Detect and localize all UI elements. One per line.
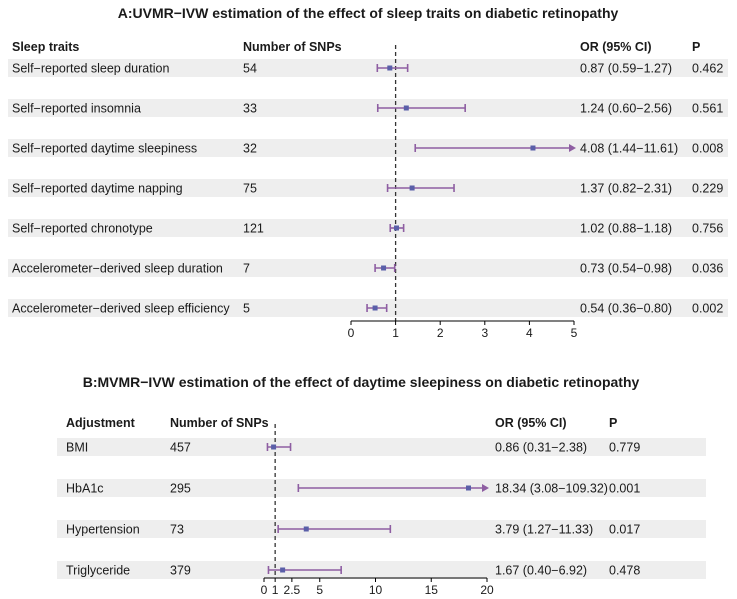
panel-title: B:MVMR−IVW estimation of the effect of d… (83, 374, 640, 390)
point-estimate (372, 305, 378, 311)
row-or-ci: 4.08 (1.44−11.61) (580, 142, 678, 156)
row-nsnp: 33 (243, 102, 257, 116)
point-estimate (381, 265, 387, 271)
point-estimate (271, 444, 277, 450)
row-label: Self−reported chronotype (12, 222, 153, 236)
column-header-label: Sleep traits (12, 40, 79, 54)
row-label: Self−reported insomnia (12, 102, 141, 116)
row-band (8, 99, 728, 117)
row-band (8, 219, 728, 237)
row-nsnp: 73 (170, 523, 184, 537)
x-axis-tick-label: 2.5 (284, 583, 301, 597)
x-axis-tick-label: 5 (316, 583, 323, 597)
point-estimate (387, 65, 393, 71)
row-band (8, 179, 728, 197)
row-or-ci: 0.87 (0.59−1.27) (580, 62, 672, 76)
row-or-ci: 0.86 (0.31−2.38) (495, 441, 587, 455)
row-p-value: 0.756 (692, 222, 723, 236)
x-axis-tick-label: 1 (392, 326, 399, 340)
x-axis-tick-label: 10 (369, 583, 383, 597)
row-or-ci: 0.54 (0.36−0.80) (580, 302, 672, 316)
panel-title: A:UVMR−IVW estimation of the effect of s… (118, 5, 619, 21)
row-nsnp: 457 (170, 441, 191, 455)
point-estimate (303, 526, 309, 532)
point-estimate (393, 225, 399, 231)
row-label: Hypertension (66, 523, 140, 537)
row-p-value: 0.008 (692, 142, 723, 156)
column-header-or: OR (95% CI) (580, 40, 652, 54)
row-or-ci: 1.24 (0.60−2.56) (580, 102, 672, 116)
row-label: Accelerometer−derived sleep duration (12, 262, 223, 276)
row-or-ci: 0.73 (0.54−0.98) (580, 262, 672, 276)
column-header-or: OR (95% CI) (495, 416, 567, 430)
row-nsnp: 32 (243, 142, 257, 156)
row-p-value: 0.779 (609, 441, 640, 455)
row-band (8, 259, 728, 277)
row-nsnp: 5 (243, 302, 250, 316)
x-axis-tick-label: 5 (571, 326, 578, 340)
row-nsnp: 75 (243, 182, 257, 196)
ci-arrow (569, 144, 576, 152)
row-label: BMI (66, 441, 88, 455)
row-p-value: 0.462 (692, 62, 723, 76)
point-estimate (403, 105, 409, 111)
x-axis-tick-label: 15 (425, 583, 439, 597)
row-or-ci: 1.67 (0.40−6.92) (495, 564, 587, 578)
x-axis-tick-label: 0 (261, 583, 268, 597)
row-label: Triglyceride (66, 564, 130, 578)
row-nsnp: 121 (243, 222, 264, 236)
point-estimate (280, 567, 286, 573)
column-header-nsnp: Number of SNPs (170, 416, 269, 430)
column-header-p: P (692, 40, 700, 54)
x-axis-tick-label: 2 (437, 326, 444, 340)
x-axis-tick-label: 4 (526, 326, 533, 340)
point-estimate (530, 145, 536, 151)
row-band (57, 561, 706, 579)
row-band (8, 59, 728, 77)
row-p-value: 0.001 (609, 482, 640, 496)
row-p-value: 0.561 (692, 102, 723, 116)
row-label: HbA1c (66, 482, 104, 496)
ci-arrow (482, 484, 489, 492)
row-or-ci: 18.34 (3.08−109.32) (495, 482, 608, 496)
row-p-value: 0.478 (609, 564, 640, 578)
row-label: Self−reported sleep duration (12, 62, 169, 76)
row-p-value: 0.036 (692, 262, 723, 276)
point-estimate (409, 185, 415, 191)
row-or-ci: 1.37 (0.82−2.31) (580, 182, 672, 196)
row-p-value: 0.229 (692, 182, 723, 196)
row-band (57, 438, 706, 456)
row-label: Self−reported daytime sleepiness (12, 142, 197, 156)
row-nsnp: 54 (243, 62, 257, 76)
row-p-value: 0.017 (609, 523, 640, 537)
point-estimate (465, 485, 471, 491)
row-or-ci: 3.79 (1.27−11.33) (495, 523, 593, 537)
x-axis-tick-label: 3 (481, 326, 488, 340)
column-header-label: Adjustment (66, 416, 136, 430)
x-axis-tick-label: 1 (272, 583, 279, 597)
row-label: Accelerometer−derived sleep efficiency (12, 302, 230, 316)
row-label: Self−reported daytime napping (12, 182, 183, 196)
row-p-value: 0.002 (692, 302, 723, 316)
row-nsnp: 295 (170, 482, 191, 496)
column-header-p: P (609, 416, 617, 430)
row-band (8, 139, 728, 157)
column-header-nsnp: Number of SNPs (243, 40, 342, 54)
x-axis-tick-label: 0 (348, 326, 355, 340)
row-nsnp: 7 (243, 262, 250, 276)
row-nsnp: 379 (170, 564, 191, 578)
row-or-ci: 1.02 (0.88−1.18) (580, 222, 672, 236)
x-axis-tick-label: 20 (480, 583, 494, 597)
